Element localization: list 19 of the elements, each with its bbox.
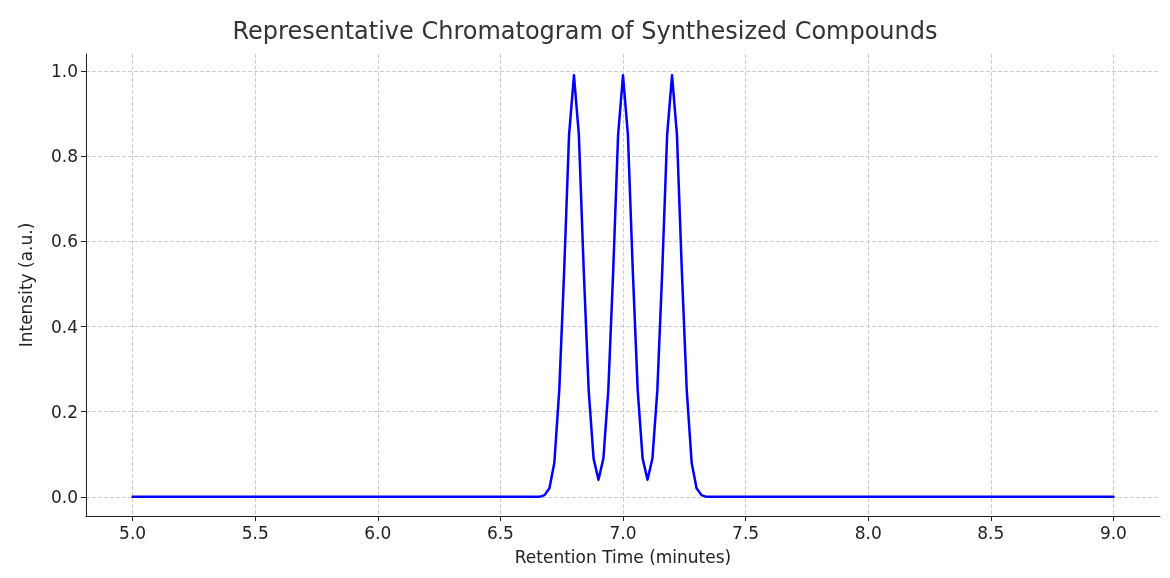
x-tick-label: 7.5: [732, 522, 760, 543]
y-axis-title: Intensity (a.u.): [15, 222, 36, 348]
y-tick-label: 0.2: [50, 401, 78, 422]
x-tick-label: 8.5: [977, 522, 1005, 543]
x-tick-label: 7.0: [609, 522, 637, 543]
x-tick-label: 9.0: [1099, 522, 1127, 543]
chart-title: Representative Chromatogram of Synthesized Compounds: [232, 17, 938, 45]
x-tick-label: 5.0: [119, 522, 147, 543]
x-axis-title: Retention Time (minutes): [514, 546, 732, 567]
x-tick-label: 6.5: [486, 522, 514, 543]
line-series: [131, 74, 1115, 499]
y-tick-label: 0.8: [50, 146, 78, 167]
x-tick-label: 6.0: [364, 522, 392, 543]
y-tick-label: 0.4: [50, 316, 78, 337]
x-tick-label: 8.0: [854, 522, 882, 543]
x-tick-label: 5.5: [241, 522, 269, 543]
y-tick-label: 1.0: [50, 61, 78, 82]
y-tick-label: 0.6: [50, 231, 78, 252]
y-tick-label: 0.0: [50, 486, 78, 507]
